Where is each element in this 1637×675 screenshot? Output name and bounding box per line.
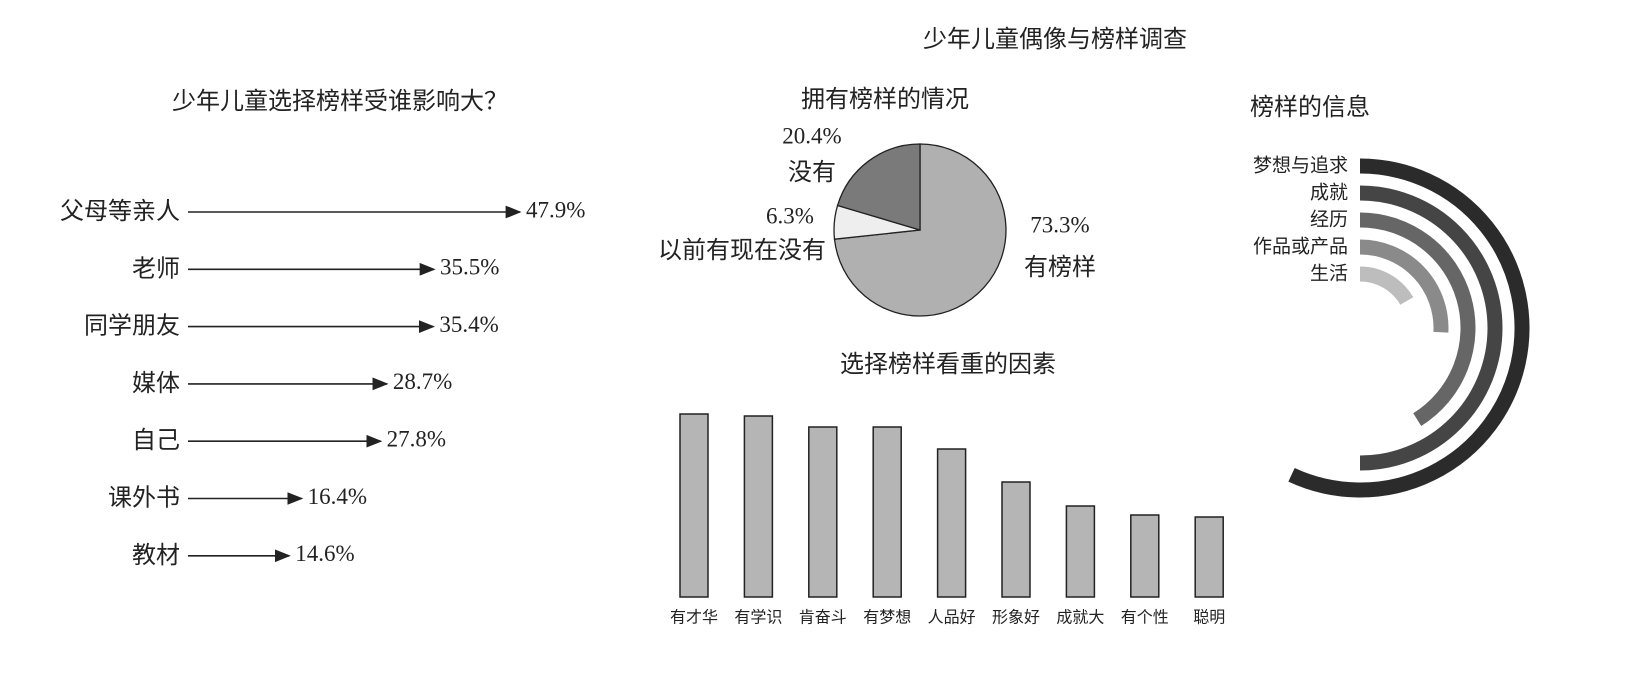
x-tick-label: 聪明	[1193, 608, 1225, 627]
bar	[679, 413, 709, 598]
category-label: 生活	[1310, 263, 1348, 285]
category-label: 经历	[1310, 209, 1348, 231]
chart-title: 选择榜样看重的因素	[840, 350, 1056, 378]
category-label: 媒体	[132, 369, 180, 397]
bar	[743, 415, 774, 598]
x-tick-label: 成就大	[1056, 608, 1104, 627]
bar	[1001, 481, 1031, 598]
radial-bar	[1359, 239, 1449, 333]
value-label: 20.4%	[782, 123, 841, 148]
x-tick-label: 有个性	[1121, 608, 1169, 627]
x-tick-label: 形象好	[992, 608, 1040, 627]
category-label: 自己	[132, 426, 180, 454]
category-label: 作品或产品	[1253, 236, 1348, 258]
category-label: 教材	[132, 541, 180, 569]
pie-slice	[836, 143, 921, 231]
bar	[872, 426, 902, 598]
value-label: 47.9%	[526, 197, 585, 222]
radial-bar	[1359, 212, 1476, 426]
category-label: 以前有现在没有	[658, 236, 826, 264]
category-label: 同学朋友	[84, 312, 180, 340]
category-label: 没有	[788, 158, 836, 186]
x-tick-label: 有学识	[734, 608, 782, 627]
radial-bar	[1288, 158, 1530, 498]
page-title: 少年儿童偶像与榜样调查	[923, 25, 1187, 53]
bar	[1065, 505, 1096, 598]
x-tick-label: 肯奋斗	[799, 608, 847, 627]
value-label: 6.3%	[766, 203, 814, 228]
bar	[1130, 514, 1160, 598]
category-label: 课外书	[108, 484, 180, 512]
value-label: 35.5%	[440, 255, 499, 280]
bar	[936, 448, 967, 598]
bar	[808, 426, 838, 598]
value-label: 28.7%	[393, 369, 452, 394]
value-label: 35.4%	[439, 312, 498, 337]
radial-bar	[1359, 266, 1414, 306]
category-label: 父母等亲人	[60, 197, 180, 225]
chart-title: 榜样的信息	[1250, 93, 1370, 121]
category-label: 老师	[132, 254, 180, 282]
chart-title: 拥有榜样的情况	[801, 85, 969, 113]
value-label: 16.4%	[308, 484, 367, 509]
category-label: 有榜样	[1024, 253, 1096, 281]
radial-bar	[1359, 185, 1503, 471]
value-label: 73.3%	[1030, 212, 1089, 237]
chart-title: 少年儿童选择榜样受谁影响大？	[172, 87, 508, 115]
value-label: 14.6%	[295, 541, 354, 566]
category-label: 梦想与追求	[1253, 155, 1348, 177]
value-label: 27.8%	[387, 426, 446, 451]
x-tick-label: 有才华	[670, 608, 718, 627]
x-tick-label: 有梦想	[863, 608, 911, 627]
bar	[1194, 516, 1224, 598]
x-tick-label: 人品好	[928, 608, 976, 627]
category-label: 成就	[1310, 182, 1348, 204]
